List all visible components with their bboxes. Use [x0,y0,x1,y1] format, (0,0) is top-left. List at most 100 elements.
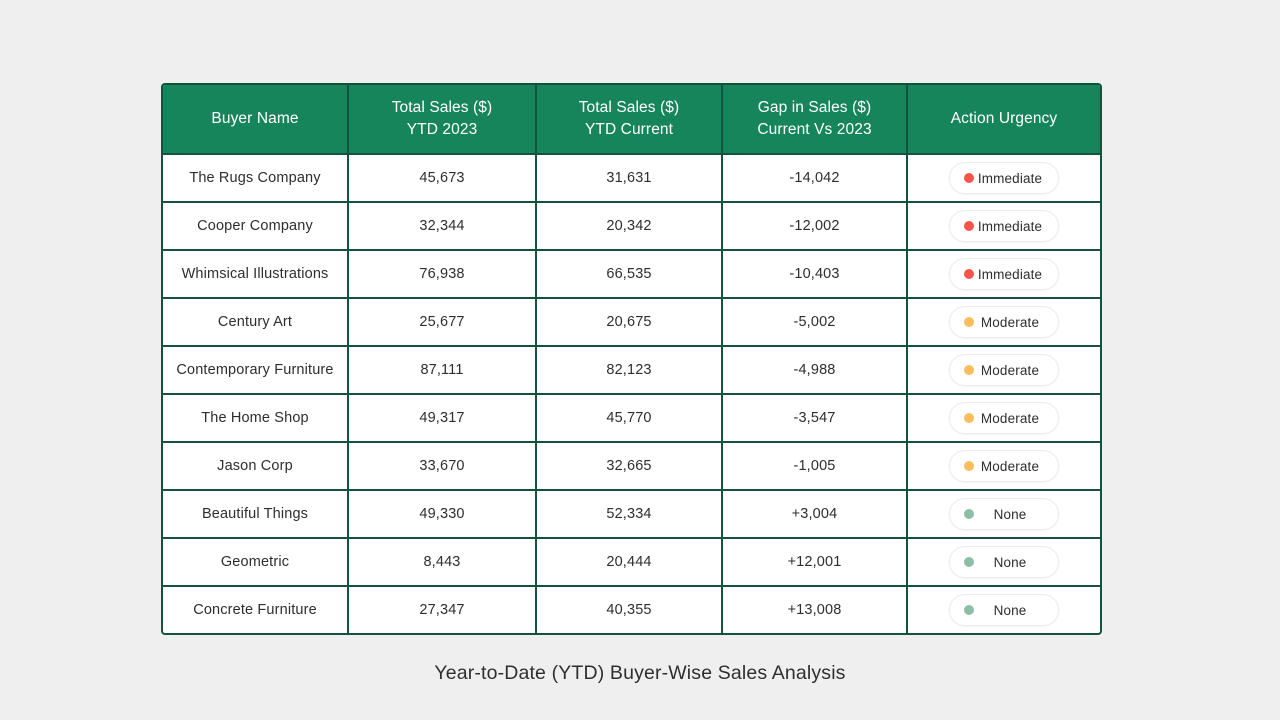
action-urgency-cell: Moderate [908,347,1100,395]
ytd-current-cell: 52,334 [537,491,723,539]
status-dot-icon [964,269,974,279]
ytd-current-cell: 31,631 [537,155,723,203]
sales-table-container: Buyer Name Total Sales ($) YTD 2023 Total S… [161,83,1102,635]
buyer-name-cell: Cooper Company [163,203,349,251]
ytd-2023-cell: 45,673 [349,155,537,203]
status-dot-icon [964,509,974,519]
buyer-name-cell: Century Art [163,299,349,347]
table-row[interactable]: Concrete Furniture 27,347 40,355 +13,008 Non… [163,587,1100,633]
table-row[interactable]: Whimsical Illustrations 76,938 66,535 -10,4… [163,251,1100,299]
buyer-name-cell: Beautiful Things [163,491,349,539]
status-badge[interactable]: None [949,546,1059,578]
gap-in-sales-cell: -10,403 [723,251,908,299]
ytd-2023-cell: 49,330 [349,491,537,539]
action-urgency-cell: None [908,491,1100,539]
ytd-current-cell: 20,675 [537,299,723,347]
ytd-2023-cell: 8,443 [349,539,537,587]
action-urgency-cell: Moderate [908,395,1100,443]
table-row[interactable]: Contemporary Furniture 87,111 82,123 -4,988… [163,347,1100,395]
ytd-current-cell: 45,770 [537,395,723,443]
gap-in-sales-cell: -3,547 [723,395,908,443]
ytd-2023-cell: 49,317 [349,395,537,443]
status-badge[interactable]: None [949,498,1059,530]
buyer-name-cell: Contemporary Furniture [163,347,349,395]
column-header-line2: Current Vs 2023 [757,121,872,138]
buyer-name-cell: Concrete Furniture [163,587,349,633]
status-badge[interactable]: None [949,594,1059,626]
status-dot-icon [964,413,974,423]
gap-in-sales-cell: +3,004 [723,491,908,539]
ytd-current-cell: 40,355 [537,587,723,633]
status-badge-label: None [993,506,1027,522]
column-header-2[interactable]: Total Sales ($) YTD Current [537,85,723,155]
action-urgency-cell: Moderate [908,443,1100,491]
ytd-2023-cell: 32,344 [349,203,537,251]
status-badge[interactable]: Moderate [949,306,1059,338]
buyer-name-cell: The Home Shop [163,395,349,443]
table-row[interactable]: The Rugs Company 45,673 31,631 -14,042 Immed… [163,155,1100,203]
status-dot-icon [964,461,974,471]
column-header-line1: Gap in Sales ($) [757,98,872,116]
status-badge[interactable]: Moderate [949,402,1059,434]
status-badge[interactable]: Moderate [949,450,1059,482]
gap-in-sales-cell: -12,002 [723,203,908,251]
status-badge-label: None [993,602,1027,618]
column-header-line2: YTD 2023 [406,121,478,138]
status-dot-icon [964,605,974,615]
ytd-2023-cell: 27,347 [349,587,537,633]
column-header-3[interactable]: Gap in Sales ($) Current Vs 2023 [723,85,908,155]
buyer-name-cell: The Rugs Company [163,155,349,203]
gap-in-sales-cell: -4,988 [723,347,908,395]
table-row[interactable]: Beautiful Things 49,330 52,334 +3,004 None [163,491,1100,539]
gap-in-sales-cell: -1,005 [723,443,908,491]
status-badge[interactable]: Immediate [949,210,1059,242]
status-badge-label: Moderate [980,314,1040,330]
status-badge-label: Moderate [980,410,1040,426]
table-row[interactable]: Century Art 25,677 20,675 -5,002 Moderate [163,299,1100,347]
status-badge-label: Immediate [977,218,1043,234]
status-badge-label: Immediate [977,266,1043,282]
status-badge[interactable]: Immediate [949,258,1059,290]
column-header-line1: Action Urgency [950,109,1058,127]
status-badge-label: Moderate [980,362,1040,378]
ytd-2023-cell: 33,670 [349,443,537,491]
ytd-current-cell: 66,535 [537,251,723,299]
table-row[interactable]: Cooper Company 32,344 20,342 -12,002 Immedia… [163,203,1100,251]
ytd-current-cell: 20,342 [537,203,723,251]
ytd-current-cell: 82,123 [537,347,723,395]
status-dot-icon [964,173,974,183]
status-badge-label: Immediate [977,170,1043,186]
table-row[interactable]: The Home Shop 49,317 45,770 -3,547 Moderate [163,395,1100,443]
action-urgency-cell: None [908,539,1100,587]
table-row[interactable]: Geometric 8,443 20,444 +12,001 None [163,539,1100,587]
action-urgency-cell: Immediate [908,155,1100,203]
table-header: Buyer Name Total Sales ($) YTD 2023 Total S… [163,85,1100,155]
gap-in-sales-cell: +13,008 [723,587,908,633]
column-header-0[interactable]: Buyer Name [163,85,349,155]
column-header-line2: YTD Current [584,121,674,138]
table-row[interactable]: Jason Corp 33,670 32,665 -1,005 Moderate [163,443,1100,491]
status-badge-label: None [993,554,1027,570]
gap-in-sales-cell: +12,001 [723,539,908,587]
ytd-2023-cell: 76,938 [349,251,537,299]
buyer-name-cell: Geometric [163,539,349,587]
column-header-4[interactable]: Action Urgency [908,85,1100,155]
buyer-name-cell: Jason Corp [163,443,349,491]
action-urgency-cell: Immediate [908,203,1100,251]
column-header-line1: Total Sales ($) [391,98,493,116]
gap-in-sales-cell: -14,042 [723,155,908,203]
ytd-2023-cell: 87,111 [349,347,537,395]
ytd-current-cell: 20,444 [537,539,723,587]
column-header-line1: Buyer Name [211,109,299,127]
status-badge[interactable]: Moderate [949,354,1059,386]
status-dot-icon [964,557,974,567]
buyer-name-cell: Whimsical Illustrations [163,251,349,299]
column-header-1[interactable]: Total Sales ($) YTD 2023 [349,85,537,155]
status-dot-icon [964,317,974,327]
status-badge[interactable]: Immediate [949,162,1059,194]
table-header-row: Buyer Name Total Sales ($) YTD 2023 Total S… [163,85,1100,155]
ytd-2023-cell: 25,677 [349,299,537,347]
column-header-line1: Total Sales ($) [578,98,680,116]
gap-in-sales-cell: -5,002 [723,299,908,347]
